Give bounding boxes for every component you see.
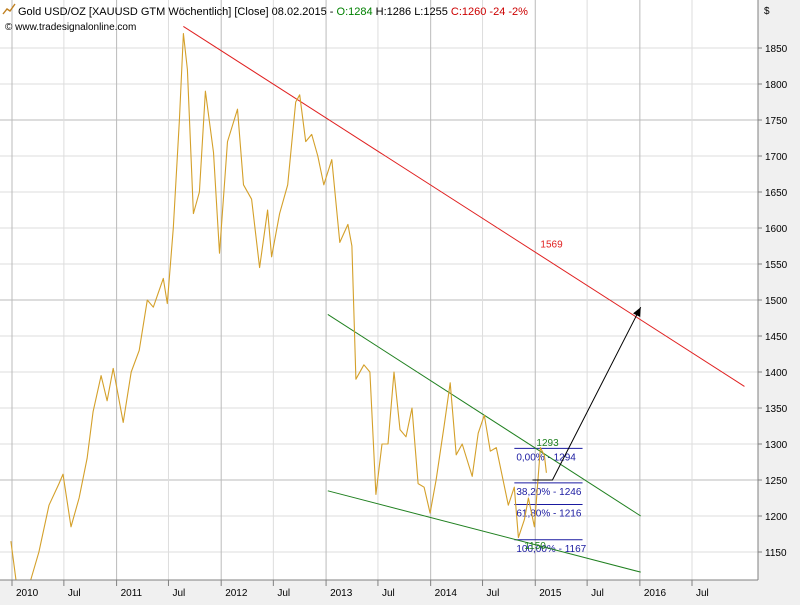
line-chart-icon: [2, 3, 16, 15]
fib-level-label: 38,20% - 1246: [516, 487, 581, 498]
price-series: [10, 33, 547, 605]
x-axis-panel: [0, 580, 800, 600]
y-tick-label: 1350: [765, 404, 788, 415]
x-tick-label: Jul: [591, 588, 604, 599]
chart-header: Gold USD/OZ [XAUUSD GTM Wöchentlich] [Cl…: [2, 3, 528, 33]
y-tick-label: 1600: [765, 224, 788, 235]
header-segment: O:1284: [337, 6, 373, 18]
x-tick-label: 2012: [225, 588, 248, 599]
channel-upper-label: 1293: [536, 438, 559, 449]
currency-label: $: [764, 6, 770, 17]
y-tick-label: 1200: [765, 512, 788, 523]
fib-level-label: 0,00% - 1294: [516, 452, 576, 463]
x-tick-label: Jul: [696, 588, 709, 599]
x-tick-label: 2016: [644, 588, 667, 599]
copyright-text: © www.tradesignalonline.com: [5, 22, 136, 33]
y-tick-label: 1850: [765, 44, 788, 55]
y-tick-label: 1800: [765, 80, 788, 91]
y-tick-label: 1700: [765, 152, 788, 163]
x-tick-label: 2014: [435, 588, 458, 599]
y-axis: $1150 1200 1250 1300 1350 1400 1450 1500 1550 160…: [757, 0, 800, 600]
x-tick-label: 2015: [539, 588, 562, 599]
x-tick-label: 2011: [121, 588, 143, 599]
y-tick-label: 1500: [765, 296, 788, 307]
projection-arrow-line: [532, 306, 642, 481]
header-segment: C:1260 -24 -2%: [451, 6, 528, 18]
gridlines: [0, 0, 758, 580]
y-tick-label: 1250: [765, 476, 788, 487]
x-tick-label: Jul: [487, 588, 500, 599]
y-tick-label: 1650: [765, 188, 788, 199]
x-tick-label: Jul: [277, 588, 290, 599]
chart-title: Gold USD/OZ [XAUUSD GTM Wöchentlich] [Cl…: [18, 6, 528, 18]
y-tick-label: 1150: [765, 548, 787, 559]
header-segment: H:1286 L:1255: [373, 6, 451, 18]
x-tick-label: Jul: [382, 588, 395, 599]
arrow-head: [633, 307, 641, 318]
x-tick-label: Jul: [68, 588, 81, 599]
fib-level-label: 61,80% - 1216: [516, 508, 581, 519]
trend-lines: 1569 1293 1150: [183, 25, 745, 573]
plot-area: [0, 0, 758, 580]
x-tick-label: Jul: [172, 588, 185, 599]
channel-lower-line: [327, 490, 641, 573]
resistance-line: [183, 25, 745, 387]
projection-arrow: [532, 306, 642, 481]
y-tick-label: 1550: [765, 260, 788, 271]
y-axis-panel: [758, 0, 800, 600]
y-tick-label: 1450: [765, 332, 788, 343]
header-segment: Gold USD/OZ [XAUUSD GTM Wöchentlich] [Cl…: [18, 6, 337, 18]
x-axis: 2010 Jul 2011 Jul 2012 Jul 2013 Jul 2014 Jul 2015 J…: [0, 579, 800, 600]
x-tick-label: 2013: [330, 588, 353, 599]
y-tick-label: 1750: [765, 116, 788, 127]
x-tick-label: 2010: [16, 588, 39, 599]
channel-lower-label: 1150: [524, 541, 546, 552]
gold-price-line: [10, 33, 547, 605]
y-tick-label: 1400: [765, 368, 788, 379]
resistance-label: 1569: [540, 239, 563, 250]
y-tick-label: 1300: [765, 440, 788, 451]
